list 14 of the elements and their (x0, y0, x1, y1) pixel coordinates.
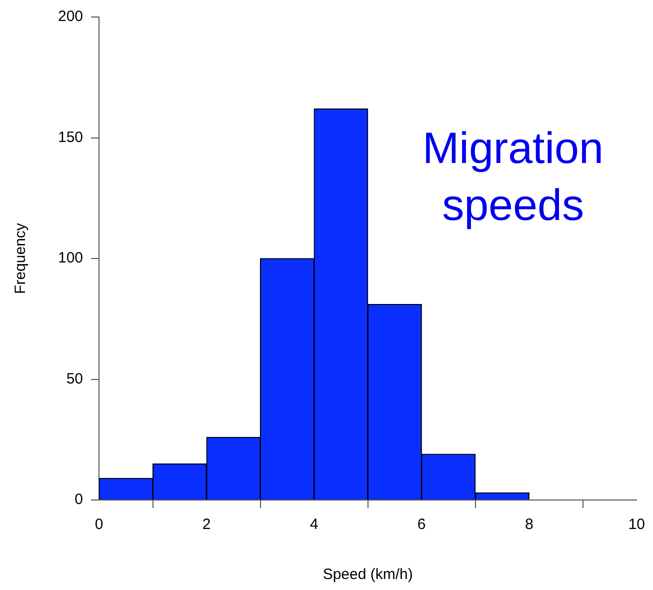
y-axis-title: Frequency (12, 222, 30, 294)
y-tick-label: 100 (58, 250, 84, 267)
x-tick-label: 10 (628, 516, 645, 534)
x-tick-label: 8 (524, 516, 534, 534)
x-tick-label: 0 (94, 516, 104, 534)
x-tick-label: 2 (202, 516, 211, 534)
y-tick-label: 200 (58, 8, 84, 26)
annotation: Migration speeds (422, 124, 604, 230)
y-tick-label: 50 (66, 370, 84, 388)
x-axis-title: Speed (km/h) (322, 566, 413, 584)
y-tick-label: 150 (58, 128, 84, 146)
x-tick-label: 4 (310, 516, 318, 534)
y-tick-label: 0 (74, 491, 84, 508)
x-tick-label: 6 (417, 516, 426, 534)
